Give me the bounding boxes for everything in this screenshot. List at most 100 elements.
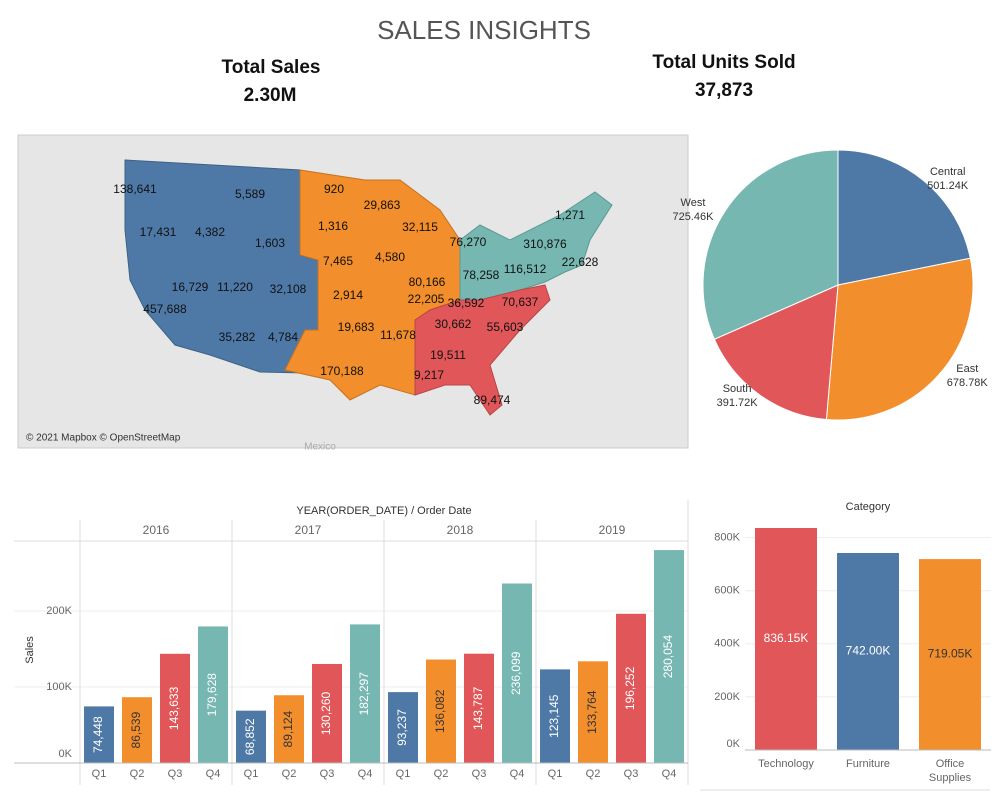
region-south	[414, 284, 551, 416]
x-tick-label: Q1	[548, 768, 563, 780]
pie-category-label: Central	[930, 166, 965, 178]
bar	[388, 692, 418, 763]
map-value-label: 22,205	[408, 292, 445, 306]
x-tick-label: Q3	[472, 768, 487, 780]
bar-value-label: 123,145	[547, 694, 561, 738]
x-tick-label: Q2	[434, 768, 449, 780]
bar	[502, 583, 532, 763]
x-tick-label: Q1	[92, 768, 107, 780]
y-axis-label: Sales	[24, 636, 36, 664]
bar-value-label: 68,852	[243, 718, 257, 755]
bar	[837, 552, 899, 750]
bar-value-label: 236,099	[509, 651, 523, 695]
map-value-label: 17,431	[140, 225, 177, 239]
bar-value-label: 196,252	[623, 666, 637, 710]
map-value-label: 7,465	[323, 254, 353, 268]
bar-value-label: 93,237	[395, 709, 409, 746]
bar	[160, 653, 190, 763]
y-tick-label: 200K	[46, 605, 72, 617]
map-value-label: 80,166	[409, 275, 446, 289]
map-value-label: 4,382	[195, 225, 225, 239]
bar	[312, 663, 342, 763]
bar-value-label: 742.00K	[846, 644, 891, 658]
y-tick-label: 800K	[714, 531, 740, 543]
pie-category-label: South	[723, 383, 752, 395]
bar	[122, 697, 152, 763]
bar-value-label: 136,082	[433, 689, 447, 733]
pie-slice	[837, 149, 971, 286]
x-tick-label: Q1	[244, 768, 259, 780]
bar	[540, 669, 570, 763]
bar-value-label: 719.05K	[928, 647, 973, 661]
kpi-value: 37,873	[695, 80, 753, 101]
bar	[616, 613, 646, 763]
map-value-label: 16,729	[172, 280, 209, 294]
map-value-label: 30,662	[435, 317, 472, 331]
x-tick-label: Q4	[206, 768, 221, 780]
bar	[198, 626, 228, 763]
map-value-label: 2,914	[333, 288, 363, 302]
bar	[919, 559, 981, 750]
pie-value-label: 678.78K	[947, 377, 989, 389]
map-value-label: 76,270	[450, 235, 487, 249]
year-label: 2019	[599, 523, 626, 537]
map-value-label: 32,115	[402, 220, 438, 234]
bar-value-label: 86,539	[129, 711, 143, 748]
map-value-label: 35,282	[219, 330, 256, 344]
kpi-value: 2.30M	[244, 85, 297, 106]
map-value-label: 1,316	[318, 219, 348, 233]
x-tick-label: Q3	[624, 768, 639, 780]
year-label: 2017	[295, 523, 322, 537]
dashboard-title: SALES INSIGHTS	[377, 15, 591, 45]
pie-slice	[713, 284, 839, 421]
map-value-label: 89,474	[474, 393, 511, 407]
x-tick-label: Q4	[510, 768, 525, 780]
map-value-label: 457,688	[143, 302, 187, 316]
x-tick-label: Q2	[282, 768, 297, 780]
chart-title: Category	[846, 501, 891, 513]
x-tick-label: Technology	[758, 758, 814, 770]
x-tick-label: Furniture	[846, 758, 890, 770]
map-value-label: 78,258	[463, 268, 500, 282]
bar	[426, 659, 456, 763]
map-value-label: 170,188	[320, 364, 364, 378]
map-value-label: 310,876	[523, 237, 567, 251]
x-tick-label: Q4	[662, 768, 677, 780]
bar	[84, 706, 114, 763]
map-value-label: 1,603	[255, 236, 285, 250]
bar	[755, 527, 817, 750]
x-tick-label: Q1	[396, 768, 411, 780]
y-tick-label: 100K	[46, 681, 72, 693]
map-value-label: 920	[324, 182, 344, 196]
map-value-label: 11,678	[380, 328, 416, 342]
map-place-label: Mexico	[304, 442, 336, 453]
map-value-label: 22,628	[562, 255, 599, 269]
pie-value-label: 391.72K	[717, 397, 759, 409]
map-value-label: 1,271	[555, 208, 585, 222]
bar-value-label: 143,633	[167, 686, 181, 730]
x-tick-label: Q4	[358, 768, 373, 780]
bar-value-label: 179,628	[205, 673, 219, 717]
bar	[578, 661, 608, 763]
year-label: 2016	[143, 523, 170, 537]
pie-category-label: West	[681, 197, 706, 209]
map-value-label: 19,511	[430, 348, 466, 362]
x-tick-label: Q2	[130, 768, 145, 780]
y-tick-label: 200K	[714, 691, 740, 703]
y-tick-label: 0K	[727, 738, 741, 750]
map-value-label: 5,589	[235, 187, 265, 201]
bar-value-label: 182,297	[357, 672, 371, 716]
bar	[464, 653, 494, 763]
map-credit: © 2021 Mapbox © OpenStreetMap	[26, 433, 181, 444]
map: © 2021 Mapbox © OpenStreetMap Mexico	[17, 134, 689, 453]
bar	[274, 695, 304, 763]
pie-value-label: 501.24K	[927, 180, 969, 192]
pie-slice	[825, 257, 974, 421]
bar-value-label: 280,054	[661, 635, 675, 679]
bar	[350, 624, 380, 763]
map-value-label: 36,592	[448, 296, 485, 310]
bar	[654, 550, 684, 763]
x-tick-label: Q3	[320, 768, 335, 780]
bar-value-label: 143,787	[471, 686, 485, 730]
